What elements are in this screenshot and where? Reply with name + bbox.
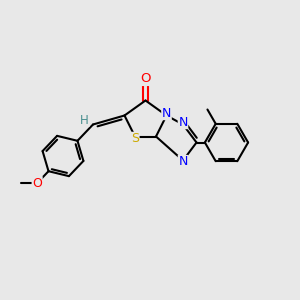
Text: O: O: [140, 72, 151, 86]
Text: N: N: [178, 116, 188, 129]
Text: O: O: [32, 177, 42, 190]
Text: S: S: [131, 132, 139, 146]
Text: N: N: [162, 106, 171, 120]
Text: N: N: [178, 155, 188, 169]
Text: H: H: [80, 113, 89, 127]
